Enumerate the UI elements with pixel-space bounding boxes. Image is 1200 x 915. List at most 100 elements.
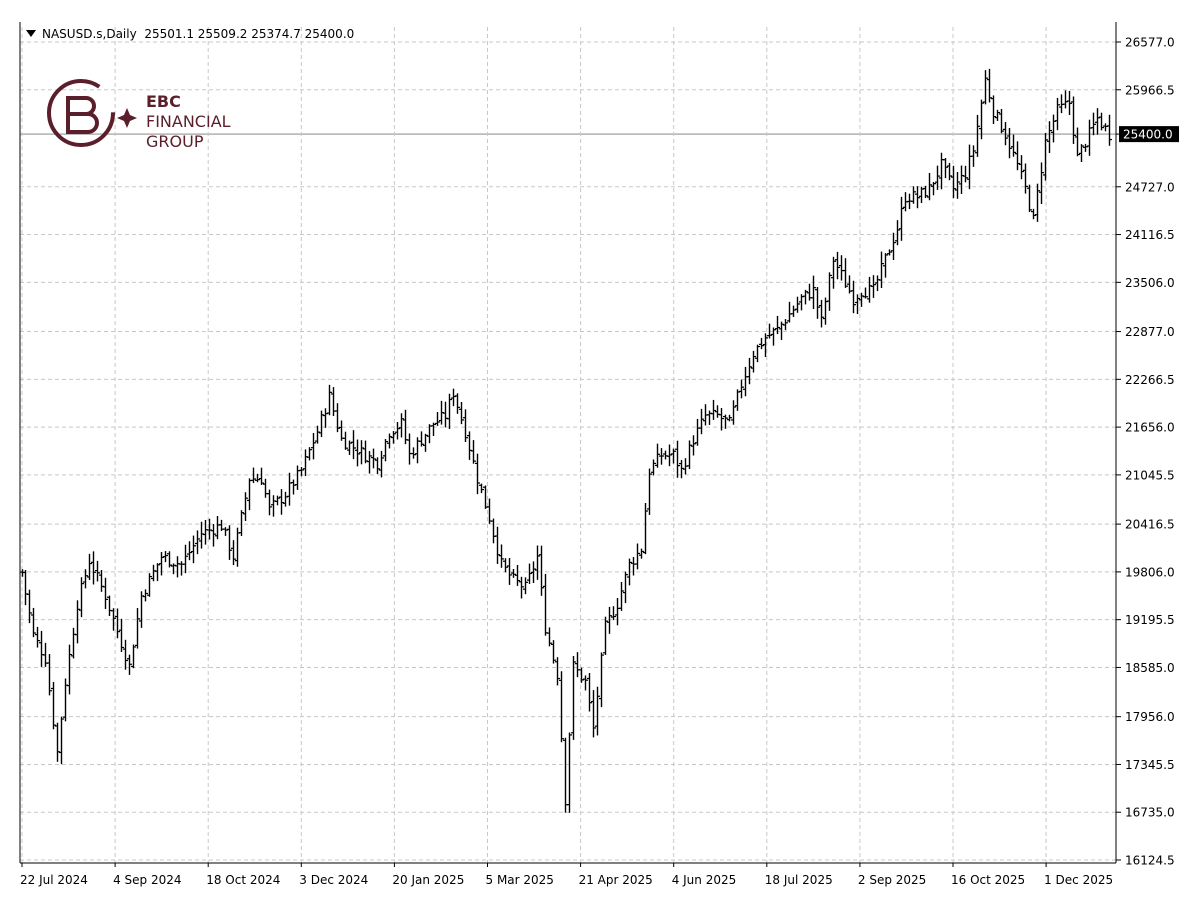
ohlc-bar: [795, 296, 800, 313]
ohlc-bar: [215, 515, 220, 540]
ohlc-bar: [1035, 183, 1040, 222]
x-tick-label: 21 Apr 2025: [579, 873, 653, 887]
ohlc-bar: [859, 292, 864, 307]
y-tick-label: 25966.5: [1125, 83, 1175, 97]
ohlc-bar: [1027, 184, 1032, 212]
ohlc-bar: [1067, 90, 1072, 115]
ohlc-bar: [479, 483, 484, 494]
ohlc-bar: [135, 608, 140, 649]
ohlc-bar: [195, 530, 200, 555]
ohlc-bar: [983, 70, 988, 105]
x-tick-label: 4 Jun 2025: [672, 873, 737, 887]
current-price-badge: [1119, 126, 1179, 143]
ohlc-bar: [915, 186, 920, 209]
ohlc-bar: [815, 287, 820, 319]
ohlc-bar: [871, 275, 876, 298]
ohlc-bar: [979, 99, 984, 140]
ohlc-bar: [351, 430, 356, 460]
ohlc-bar: [411, 447, 416, 459]
ohlc-bar: [207, 518, 212, 540]
chart-frame: [19, 22, 1117, 864]
ohlc-bar: [1015, 141, 1020, 171]
ohlc-bar: [527, 563, 532, 584]
ohlc-bar: [431, 422, 436, 437]
ohlc-bar: [507, 558, 512, 585]
ohlc-bar: [751, 350, 756, 373]
ohlc-bar: [899, 196, 904, 241]
ohlc-bar: [159, 552, 164, 576]
ohlc-bar: [235, 527, 240, 567]
y-tick-label: 24116.5: [1125, 228, 1175, 242]
ohlc-bar: [387, 433, 392, 449]
ohlc-bar: [787, 301, 792, 323]
ohlc-bar: [739, 379, 744, 399]
ohlc-bar: [467, 431, 472, 460]
ohlc-bar: [963, 165, 968, 183]
ohlc-bar: [935, 165, 940, 190]
ohlc-bar: [763, 333, 768, 357]
ohlc-bar: [1011, 134, 1016, 157]
ohlc-bar: [831, 256, 836, 289]
ohlc-bar: [719, 408, 724, 431]
ohlc-bar: [547, 627, 552, 647]
ohlc-bar: [315, 425, 320, 444]
ohlc-bar: [51, 682, 56, 730]
ohlc-bar: [1079, 144, 1084, 162]
ohlc-bar: [167, 551, 172, 568]
ohlc-bar: [187, 541, 192, 561]
ohlc-bar: [1071, 96, 1076, 144]
ohlc-bar: [615, 598, 620, 626]
ohlc-bar: [1023, 163, 1028, 194]
ohlc-bar: [271, 495, 276, 517]
ohlc-bar: [343, 431, 348, 450]
y-tick-label: 24727.0: [1125, 180, 1175, 194]
ohlc-bar: [711, 399, 716, 420]
ohlc-bar: [675, 440, 680, 478]
ohlc-bar: [151, 564, 156, 582]
chevron-down-icon[interactable]: [26, 30, 36, 37]
ohlc-bar: [827, 272, 832, 311]
x-tick-label: 3 Dec 2024: [299, 873, 368, 887]
ohlc-bar: [459, 402, 464, 425]
ohlc-bar: [875, 275, 880, 292]
ohlc-bar: [91, 551, 96, 585]
ohlc-bar: [923, 185, 928, 199]
x-tick-label: 1 Dec 2025: [1044, 873, 1113, 887]
ohlc-bar: [755, 344, 760, 363]
ohlc-bar: [1075, 127, 1080, 157]
ohlc-bar: [175, 556, 180, 578]
ohlc-bar: [319, 410, 324, 438]
ohlc-bar: [575, 652, 580, 678]
ohlc-bar: [543, 573, 548, 636]
ohlc-bar: [835, 251, 840, 280]
ohlc-bar: [1019, 155, 1024, 180]
ohlc-bar: [599, 652, 604, 708]
ohlc-bar: [639, 548, 644, 559]
ohlc-bar: [143, 589, 148, 602]
ohlc-bar: [471, 440, 476, 464]
ohlc-bar: [79, 577, 84, 618]
ohlc-bar: [843, 258, 848, 288]
ohlc-bar: [587, 673, 592, 712]
ohlc-bar: [231, 540, 236, 566]
ohlc-bar: [975, 114, 980, 157]
x-tick-label: 5 Mar 2025: [486, 873, 554, 887]
ohlc-bar: [523, 577, 528, 595]
ohlc-bar: [127, 654, 132, 675]
ohlc-bar: [223, 527, 228, 536]
ohlc-bar: [727, 414, 732, 422]
ohlc-bar: [783, 319, 788, 331]
ohlc-bar: [991, 95, 996, 124]
ohlc-bar: [663, 450, 668, 460]
ohlc-bar: [267, 489, 272, 516]
ohlc-bar: [955, 172, 960, 199]
ohlc-bar: [947, 162, 952, 181]
ohlc-bar: [579, 667, 584, 683]
ohlc-bar: [591, 690, 596, 738]
ohlc-bar: [355, 439, 360, 467]
ohlc-bar: [435, 411, 440, 426]
ohlc-bar: [55, 722, 60, 762]
ohlc-bar: [911, 186, 916, 204]
ohlc-bar: [39, 630, 44, 667]
x-tick-label: 22 Jul 2024: [20, 873, 88, 887]
